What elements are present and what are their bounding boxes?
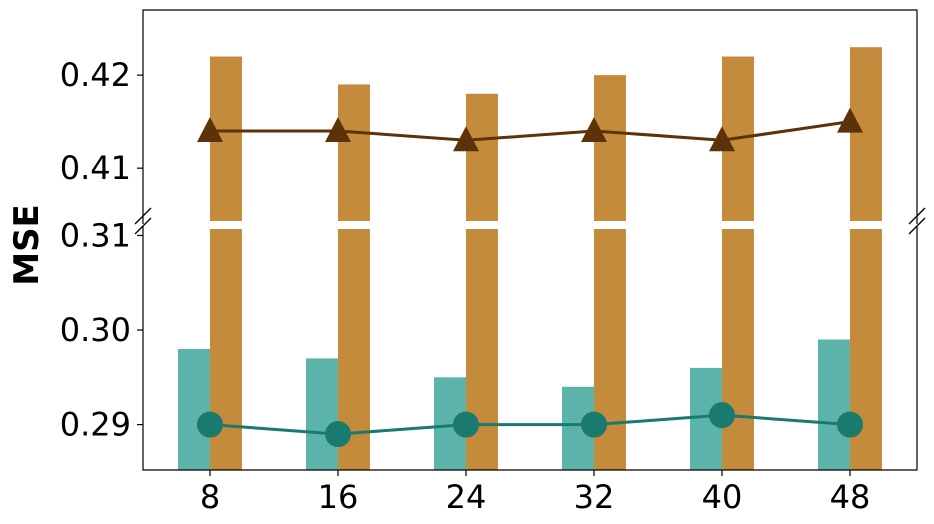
x-tick-label-48: 48	[830, 478, 871, 516]
bar-series2-16-top	[338, 84, 370, 221]
y-tick-label-0.41: 0.41	[60, 149, 131, 187]
triangle-marker-32	[581, 116, 607, 142]
x-tick-label-32: 32	[574, 478, 615, 516]
circle-marker-24	[453, 411, 479, 438]
triangle-marker-24	[453, 126, 479, 152]
bar-series2-24-top	[466, 93, 498, 221]
bar-series1-48	[818, 339, 850, 470]
axis-break-gap	[144, 222, 916, 229]
bar-series1-8	[178, 348, 210, 470]
circle-marker-40	[709, 402, 735, 429]
x-tick-label-8: 8	[200, 478, 220, 516]
triangle-marker-16	[325, 116, 351, 142]
circle-marker-48	[837, 411, 863, 438]
line-series-circle	[209, 413, 851, 436]
bar-series2-32-top	[594, 75, 626, 221]
circle-marker-32	[581, 411, 607, 438]
y-tick-label-0.31: 0.31	[60, 216, 131, 254]
triangle-marker-40	[709, 126, 735, 152]
bottom-panel-frame	[142, 226, 918, 471]
triangle-marker-8	[197, 116, 223, 142]
y-tick-label-0.30: 0.30	[60, 311, 131, 349]
bar-series1-16	[306, 358, 338, 470]
bar-series2-40-bottom	[722, 229, 754, 470]
bar-series2-48-top	[850, 47, 882, 221]
y-tick-label-0.42: 0.42	[60, 56, 131, 94]
top-panel-frame	[142, 9, 918, 224]
circle-marker-16	[325, 421, 351, 448]
y-tick-label-0.29: 0.29	[60, 406, 131, 444]
circle-marker-8	[197, 411, 223, 438]
break-mark-left-1	[134, 207, 152, 225]
y-axis-label: MSE	[7, 204, 47, 286]
x-tick-label-40: 40	[702, 478, 743, 516]
break-mark-right-2	[908, 217, 926, 235]
break-mark-right-1	[908, 207, 926, 225]
break-mark-left-2	[134, 217, 152, 235]
x-tick-label-24: 24	[446, 478, 487, 516]
triangle-marker-48	[837, 107, 863, 133]
x-tick-label-16: 16	[318, 478, 359, 516]
line-series-triangle	[210, 120, 851, 142]
